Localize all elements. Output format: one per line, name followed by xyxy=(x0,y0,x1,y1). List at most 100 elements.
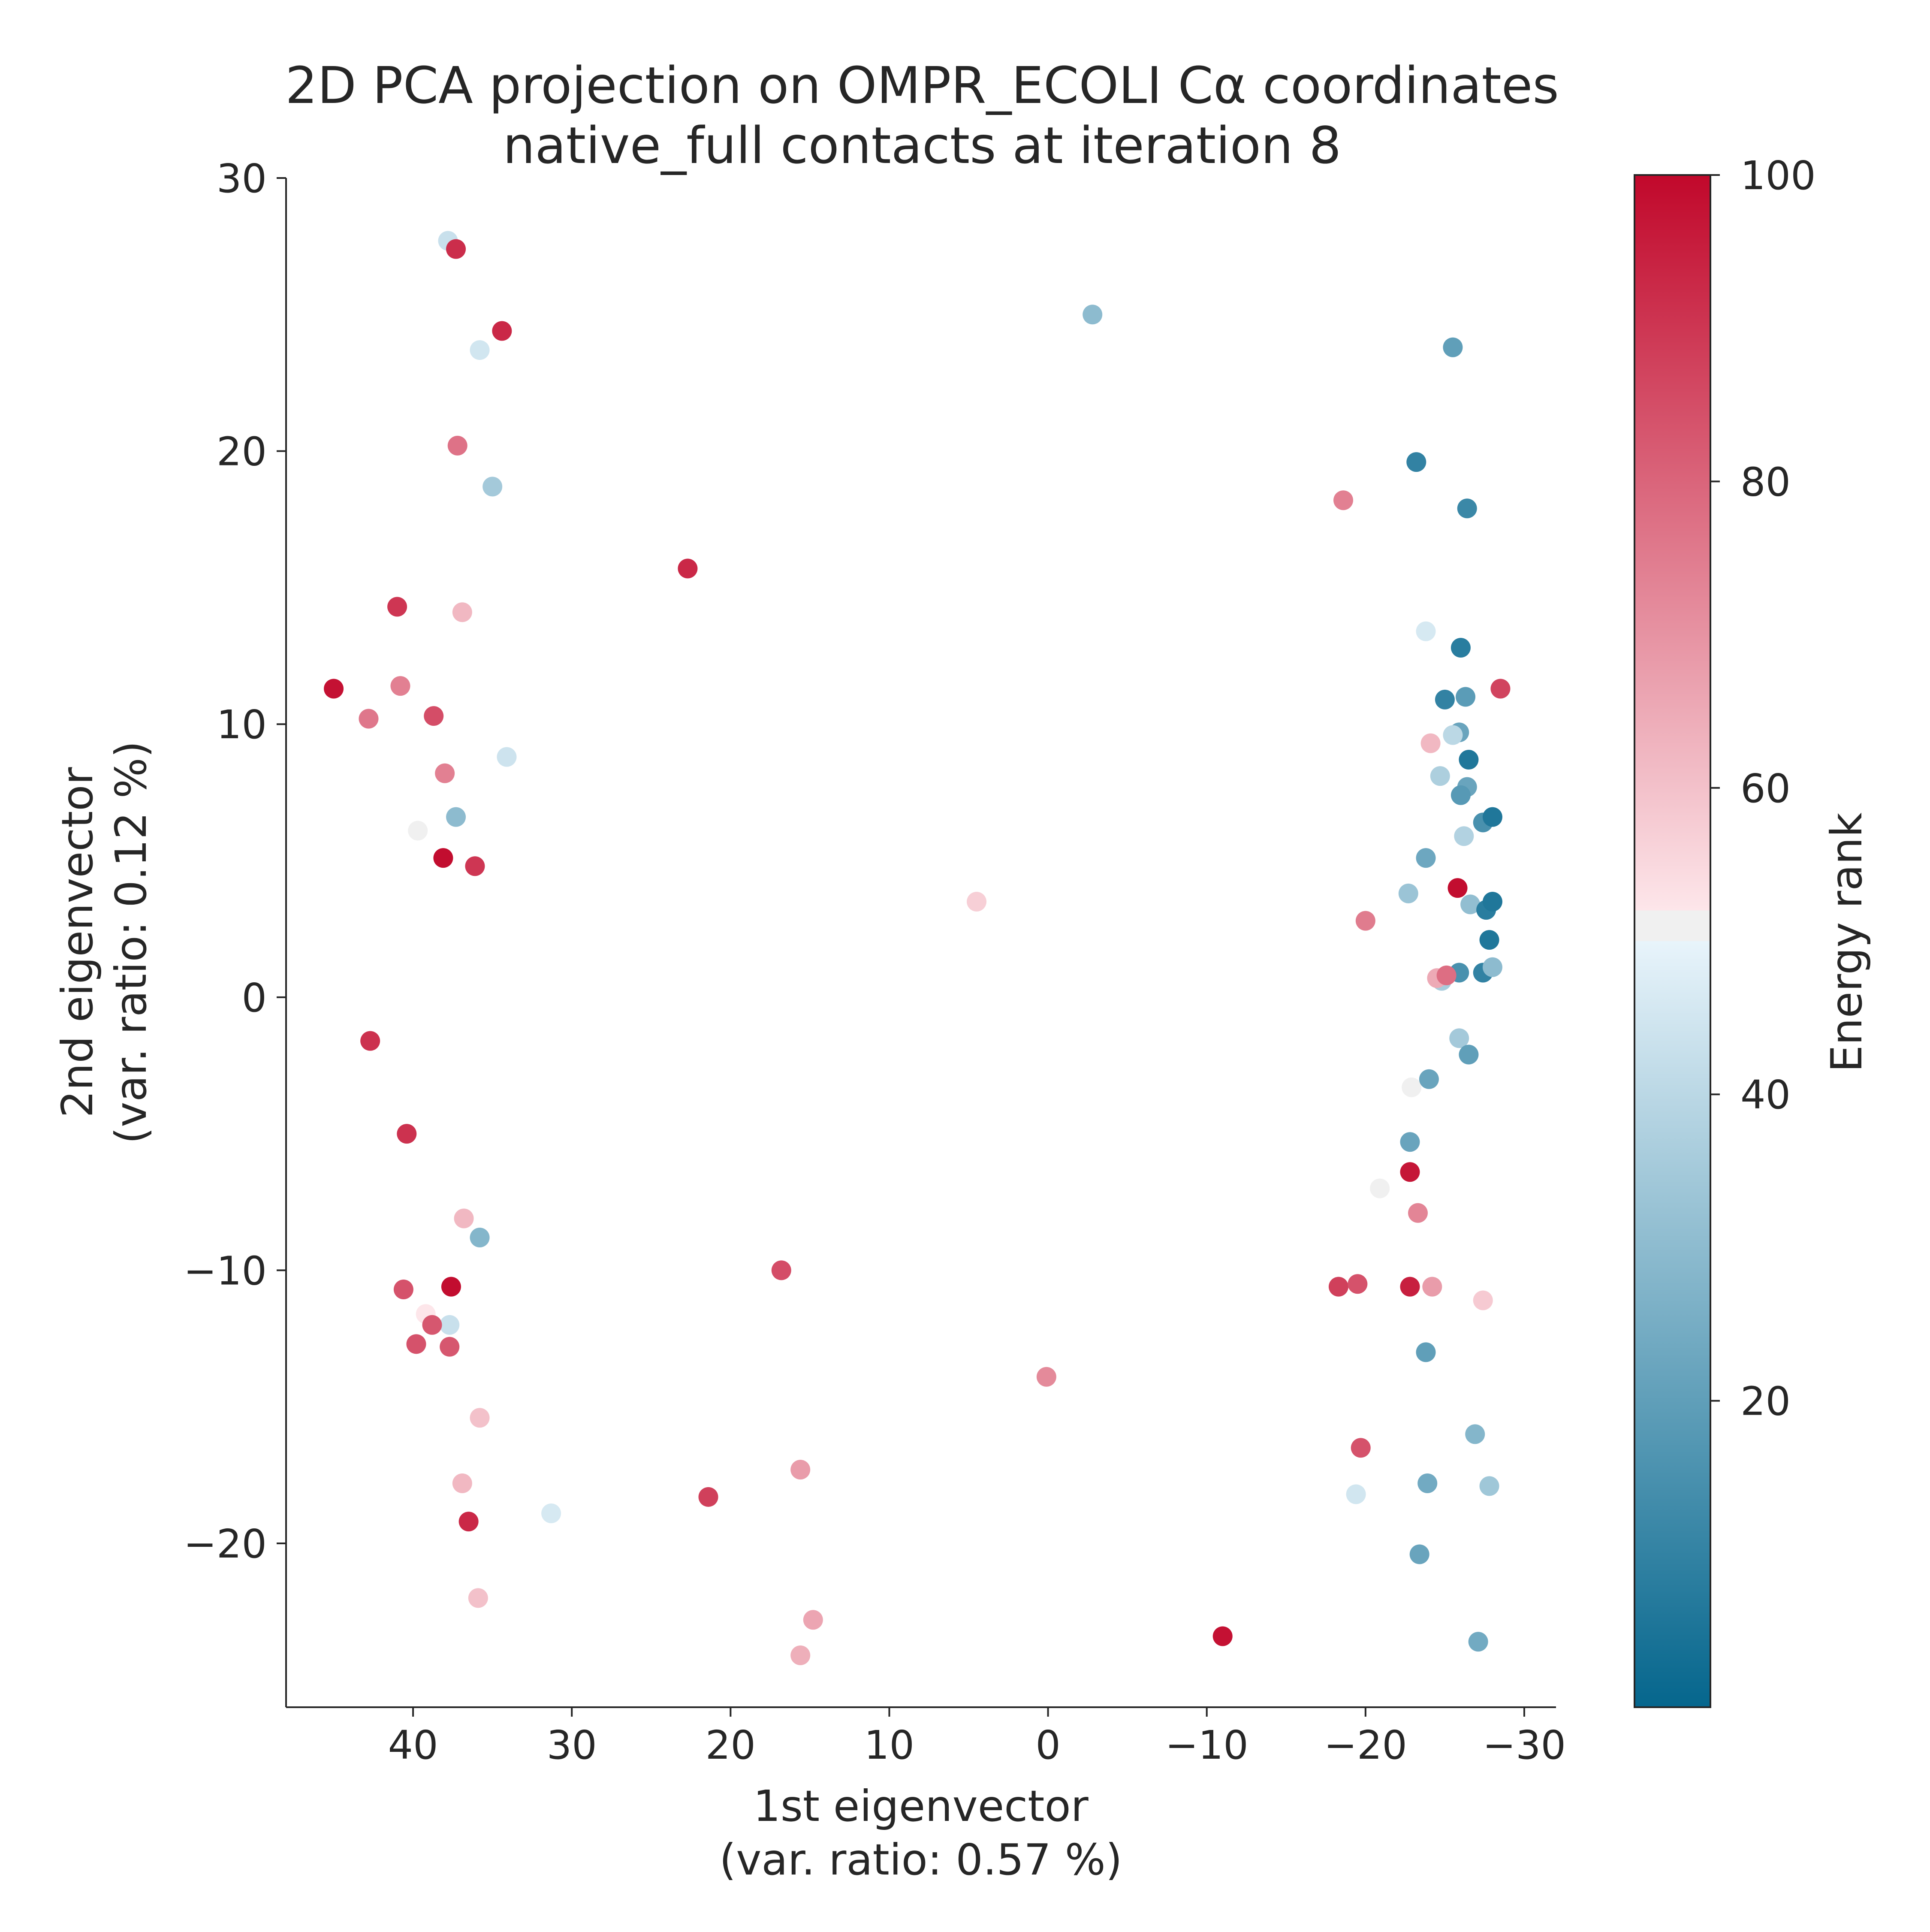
scatter-point xyxy=(541,1503,561,1524)
scatter-point xyxy=(1465,1424,1485,1444)
scatter-point xyxy=(359,709,379,729)
scatter-points xyxy=(324,231,1511,1666)
scatter-point xyxy=(1400,1132,1420,1152)
scatter-point xyxy=(1443,725,1463,745)
scatter-point xyxy=(1435,689,1455,709)
scatter-point xyxy=(492,321,512,341)
scatter-point xyxy=(803,1610,823,1630)
scatter-point xyxy=(1416,1342,1436,1362)
scatter-point xyxy=(1400,1277,1420,1297)
y-tick-label: 10 xyxy=(217,702,267,748)
scatter-point xyxy=(1370,1178,1390,1198)
colorbar-tick-label: 80 xyxy=(1740,459,1791,505)
y-tick-label: 0 xyxy=(241,975,267,1021)
scatter-point xyxy=(1348,1274,1368,1294)
scatter-point xyxy=(1417,1473,1438,1493)
scatter-point xyxy=(1456,687,1476,707)
scatter-point xyxy=(698,1487,718,1507)
scatter-point xyxy=(435,763,455,783)
scatter-point xyxy=(1457,498,1477,519)
scatter-point xyxy=(447,435,467,456)
x-tick-label: 40 xyxy=(388,1722,438,1768)
scatter-point xyxy=(1451,785,1471,805)
x-axis-label: 1st eigenvector xyxy=(753,1781,1089,1831)
scatter-point xyxy=(1422,1277,1442,1297)
scatter-point xyxy=(1482,807,1502,827)
scatter-point xyxy=(458,1512,479,1532)
x-tick-label: 0 xyxy=(1035,1722,1061,1768)
colorbar-tick-label: 40 xyxy=(1740,1072,1791,1118)
scatter-point xyxy=(1409,1544,1429,1564)
scatter-point xyxy=(1333,490,1354,510)
scatter-point xyxy=(422,1315,442,1335)
scatter-point xyxy=(446,239,466,259)
scatter-point xyxy=(441,1277,461,1297)
scatter-point xyxy=(440,1337,460,1357)
scatter-point xyxy=(1451,637,1471,658)
colorbar-tick-label: 60 xyxy=(1740,766,1791,812)
scatter-point xyxy=(424,706,444,726)
scatter-point xyxy=(468,1588,488,1608)
y-axis-label-sub: (var. ratio: 0.12 %) xyxy=(106,741,156,1144)
scatter-point xyxy=(1479,1476,1499,1496)
colorbar xyxy=(1634,174,1711,1708)
scatter-point xyxy=(1449,1028,1469,1048)
scatter-point xyxy=(470,1228,490,1248)
scatter-point xyxy=(433,848,453,868)
scatter-point xyxy=(1400,1162,1420,1182)
scatter-point xyxy=(324,679,344,699)
scatter-point xyxy=(452,602,472,622)
x-tick-label: −20 xyxy=(1324,1722,1407,1768)
scatter-point xyxy=(393,1279,413,1299)
scatter-point xyxy=(790,1645,811,1666)
scatter-point xyxy=(1468,1632,1488,1652)
scatter-point xyxy=(1212,1626,1233,1646)
scatter-point xyxy=(1459,1044,1479,1065)
x-axis-ticks: 40 30 20 10 0 −10 −20 −30 xyxy=(388,1707,1566,1768)
scatter-point xyxy=(1430,766,1450,786)
scatter-point xyxy=(1443,337,1463,357)
scatter-point xyxy=(790,1460,811,1480)
scatter-point xyxy=(1459,749,1479,770)
scatter-point xyxy=(1448,878,1468,898)
scatter-point xyxy=(470,340,490,360)
x-tick-label: 30 xyxy=(547,1722,597,1768)
scatter-point xyxy=(1351,1438,1371,1458)
scatter-point xyxy=(1355,911,1375,931)
y-tick-label: −10 xyxy=(184,1248,267,1294)
scatter-point xyxy=(1346,1484,1366,1504)
x-tick-label: 10 xyxy=(864,1722,914,1768)
colorbar-ticks: 20 40 60 80 100 xyxy=(1710,153,1816,1425)
scatter-point xyxy=(446,807,466,827)
scatter-point xyxy=(1482,892,1502,912)
scatter-point xyxy=(1083,305,1103,325)
scatter-point xyxy=(470,1408,490,1428)
scatter-point xyxy=(454,1208,474,1229)
scatter-point xyxy=(967,892,987,912)
scatter-point xyxy=(1406,452,1426,472)
scatter-point xyxy=(1482,957,1502,977)
scatter-point xyxy=(1460,894,1481,915)
scatter-point xyxy=(482,477,503,497)
scatter-point xyxy=(408,821,428,841)
scatter-point xyxy=(497,747,517,767)
scatter-point xyxy=(1454,826,1474,846)
scatter-point xyxy=(1420,733,1441,753)
scatter-point xyxy=(440,1315,460,1335)
scatter-point xyxy=(406,1334,426,1354)
x-tick-label: 20 xyxy=(706,1722,756,1768)
colorbar-tick-label: 100 xyxy=(1740,153,1816,199)
scatter-point xyxy=(678,558,698,579)
scatter-point xyxy=(1398,883,1418,903)
y-axis-label: 2nd eigenvector xyxy=(52,767,103,1118)
x-axis-label-sub: (var. ratio: 0.57 %) xyxy=(719,1835,1122,1885)
chart-title: 2D PCA projection on OMPR_ECOLI Cα coord… xyxy=(285,56,1559,115)
scatter-point xyxy=(1408,1203,1428,1223)
scatter-point xyxy=(1490,679,1511,699)
scatter-point xyxy=(1419,1069,1439,1089)
y-tick-label: 30 xyxy=(217,156,267,202)
scatter-point xyxy=(1473,1290,1493,1310)
y-tick-label: 20 xyxy=(217,429,267,475)
